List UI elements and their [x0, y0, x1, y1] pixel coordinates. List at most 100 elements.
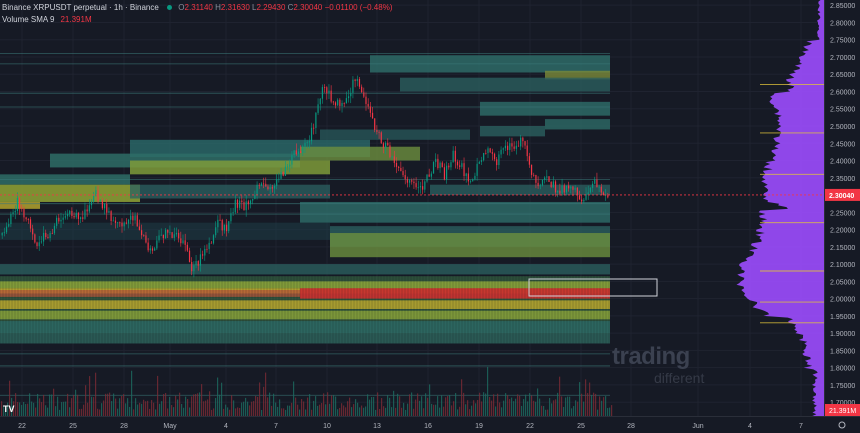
price-scale[interactable]: 2.85000 2.80000 2.75000 2.70000 2.65000 2.600… — [824, 0, 860, 416]
candle — [295, 150, 297, 155]
price-scale-canvas[interactable]: 2.85000 2.80000 2.75000 2.70000 2.65000 2.600… — [825, 0, 860, 416]
volume-bar — [297, 404, 299, 416]
heatmap-band — [0, 321, 610, 334]
time-label: 25 — [577, 423, 585, 430]
volume-bar — [329, 403, 331, 416]
candle — [411, 180, 413, 182]
volume-bar — [65, 401, 67, 416]
candle — [535, 174, 537, 183]
volume-bar — [91, 396, 93, 416]
volume-bar — [497, 393, 499, 416]
candle — [526, 145, 528, 157]
candle — [202, 254, 204, 256]
volume-bar — [325, 404, 327, 416]
volume-bar — [327, 392, 329, 416]
gear-icon[interactable] — [838, 421, 846, 429]
volume-bar — [97, 408, 99, 416]
candle — [520, 137, 522, 147]
time-label: 16 — [424, 423, 432, 430]
volume-bar — [377, 392, 379, 416]
volume-value-badge — [825, 404, 860, 416]
volume-bar — [415, 399, 417, 416]
volume-bar — [81, 408, 83, 416]
candle — [539, 185, 541, 187]
candle — [182, 240, 184, 244]
time-axis[interactable]: 22 25 28 May 4 7 10 13 16 19 22 25 28 Jun 4 7 — [0, 416, 860, 433]
candle — [546, 176, 548, 178]
market-status-icon — [167, 4, 173, 10]
candle — [559, 190, 561, 194]
chart-canvas[interactable] — [0, 0, 824, 416]
volume-bar — [139, 402, 141, 416]
symbol-title[interactable]: Binance XRPUSDT perpetual · 1h · Binance — [2, 3, 159, 12]
time-label: Jun — [692, 423, 703, 430]
candle — [77, 212, 80, 219]
candle — [193, 265, 195, 272]
volume-bar — [509, 399, 511, 416]
horizontal-levels — [0, 53, 610, 396]
tradingview-logo-icon[interactable]: TV — [3, 404, 15, 414]
volume-bar — [5, 408, 7, 416]
volume-bar — [353, 404, 355, 416]
volume-bar — [391, 407, 393, 416]
candle — [136, 215, 138, 227]
candle — [600, 186, 602, 193]
candle — [134, 215, 136, 221]
volume-bar — [365, 406, 367, 416]
candle — [145, 235, 147, 243]
volume-bar — [519, 395, 521, 416]
candle — [369, 106, 371, 113]
high-value: 2.31630 — [220, 3, 250, 12]
volume-bar — [127, 398, 129, 416]
volume-bar — [305, 409, 307, 416]
candle — [8, 224, 10, 227]
volume-bar — [179, 392, 181, 416]
chart-pane[interactable]: Binance XRPUSDT perpetual · 1h · Binance… — [0, 0, 824, 416]
volume-bar — [577, 401, 579, 416]
volume-bar — [421, 396, 423, 416]
volume-bar — [507, 395, 509, 416]
candle — [400, 167, 402, 172]
volume-bars — [1, 366, 613, 416]
volume-bar — [71, 398, 73, 416]
candle — [485, 152, 487, 154]
volume-bar — [409, 394, 411, 416]
candle — [587, 192, 589, 195]
candle — [38, 242, 40, 247]
candle — [293, 150, 295, 156]
volume-bar — [455, 393, 457, 416]
volume-bar — [469, 409, 471, 416]
candle — [210, 242, 212, 244]
candle — [90, 201, 93, 206]
candle — [10, 214, 12, 225]
time-axis-canvas[interactable]: 22 25 28 May 4 7 10 13 16 19 22 25 28 Jun 4 7 — [0, 417, 860, 433]
candle — [561, 185, 563, 194]
volume-bar — [441, 395, 443, 416]
candle — [576, 187, 578, 196]
volume-bar — [37, 393, 39, 416]
heatmap-band — [0, 184, 140, 202]
volume-bar — [317, 405, 319, 416]
candle — [548, 176, 550, 183]
volume-bar — [267, 397, 269, 416]
volume-bar — [35, 407, 37, 416]
volume-bar — [513, 401, 515, 416]
volume-bar — [581, 393, 583, 416]
volume-bar — [153, 402, 155, 416]
volume-bar — [39, 398, 41, 416]
candle — [530, 164, 533, 175]
candle — [472, 179, 474, 182]
candle — [234, 199, 236, 213]
volume-bar — [143, 399, 145, 416]
candle — [289, 164, 291, 167]
volume-legend[interactable]: Volume SMA 9 21.391M — [2, 15, 92, 24]
candle — [607, 195, 609, 198]
candle — [5, 226, 8, 233]
candle — [247, 201, 249, 205]
candle — [21, 208, 23, 210]
candle — [465, 173, 467, 177]
volume-bar — [89, 376, 91, 416]
volume-bar — [465, 404, 467, 416]
candle — [570, 186, 572, 189]
candle — [541, 179, 544, 186]
